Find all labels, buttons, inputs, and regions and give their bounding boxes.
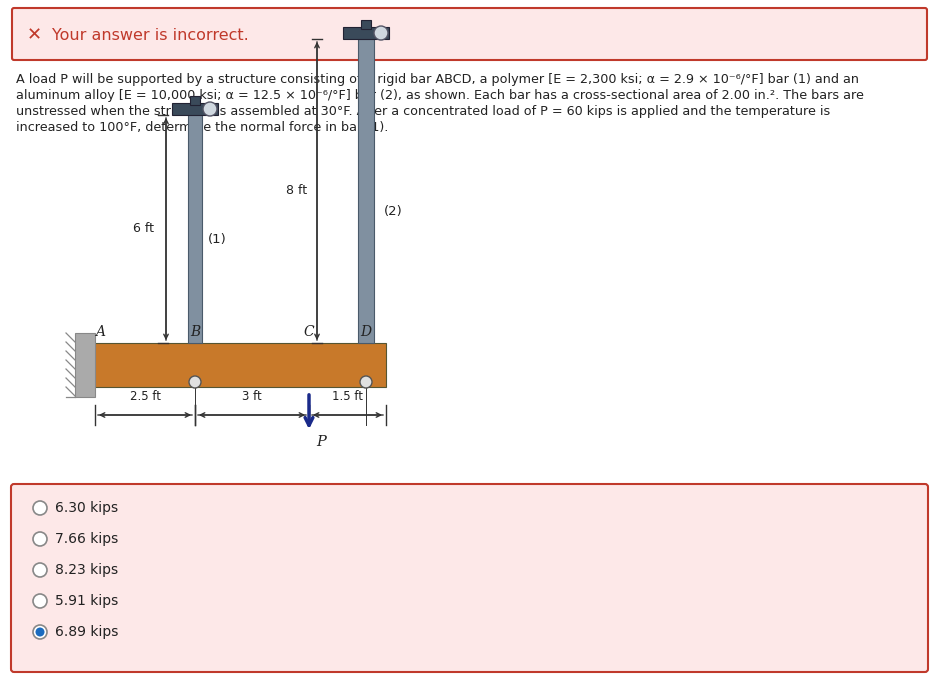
Circle shape <box>36 627 44 636</box>
Bar <box>75 333 95 397</box>
Text: 8 ft: 8 ft <box>285 185 307 198</box>
Text: 6.89 kips: 6.89 kips <box>55 625 118 639</box>
Text: 2.5 ft: 2.5 ft <box>130 390 161 403</box>
Text: A load P will be supported by a structure consisting of a rigid bar ABCD, a poly: A load P will be supported by a structur… <box>16 73 859 86</box>
Bar <box>188 115 202 343</box>
Circle shape <box>189 376 201 388</box>
Circle shape <box>33 563 47 577</box>
Text: 5.91 kips: 5.91 kips <box>55 594 118 608</box>
Text: ✕: ✕ <box>26 26 41 44</box>
Text: P: P <box>316 435 326 449</box>
Bar <box>358 39 374 343</box>
Circle shape <box>33 625 47 639</box>
FancyBboxPatch shape <box>11 484 928 672</box>
Text: C: C <box>303 325 315 339</box>
Bar <box>172 103 218 115</box>
Text: 6.30 kips: 6.30 kips <box>55 501 118 515</box>
Circle shape <box>33 594 47 608</box>
Text: (2): (2) <box>384 205 403 218</box>
Bar <box>190 96 200 105</box>
Text: A: A <box>95 325 105 339</box>
Text: unstressed when the structure is assembled at 30°F. After a concentrated load of: unstressed when the structure is assembl… <box>16 105 830 118</box>
Text: 3 ft: 3 ft <box>242 390 262 403</box>
Bar <box>92 343 386 387</box>
Text: Your answer is incorrect.: Your answer is incorrect. <box>52 27 249 42</box>
Text: aluminum alloy [E = 10,000 ksi; α = 12.5 × 10⁻⁶/°F] bar (2), as shown. Each bar : aluminum alloy [E = 10,000 ksi; α = 12.5… <box>16 89 864 102</box>
Text: (1): (1) <box>208 233 226 246</box>
Circle shape <box>33 532 47 546</box>
Text: increased to 100°F, determine the normal force in bar (1).: increased to 100°F, determine the normal… <box>16 121 389 134</box>
Text: 7.66 kips: 7.66 kips <box>55 532 118 546</box>
Text: 1.5 ft: 1.5 ft <box>332 390 363 403</box>
Bar <box>361 20 371 29</box>
Circle shape <box>360 376 372 388</box>
Circle shape <box>374 26 388 40</box>
FancyBboxPatch shape <box>12 8 927 60</box>
Circle shape <box>33 501 47 515</box>
Text: B: B <box>190 325 200 339</box>
Text: 6 ft: 6 ft <box>133 222 154 235</box>
Text: 8.23 kips: 8.23 kips <box>55 563 118 577</box>
Text: D: D <box>361 325 372 339</box>
Circle shape <box>203 102 217 116</box>
Bar <box>343 27 389 39</box>
